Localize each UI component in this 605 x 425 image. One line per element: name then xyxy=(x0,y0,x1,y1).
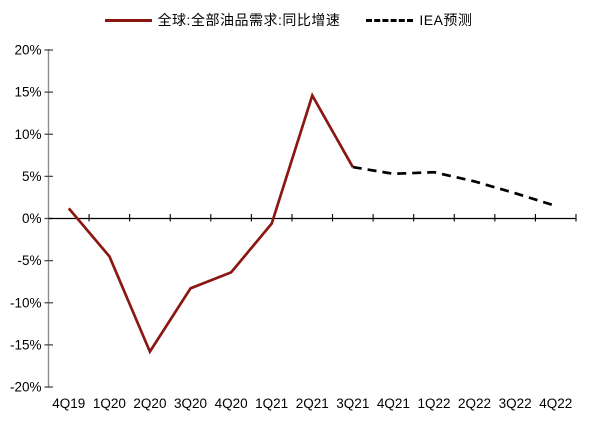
y-tick-label: 10% xyxy=(14,127,41,142)
x-tick-label: 4Q21 xyxy=(377,396,410,411)
x-tick-label: 4Q22 xyxy=(539,396,572,411)
x-tick-label: 4Q20 xyxy=(215,396,248,411)
solid-line-swatch-icon xyxy=(104,18,152,22)
y-tick-label: 0% xyxy=(22,211,42,226)
legend-label-actual: 全球:全部油品需求:同比增速 xyxy=(157,12,341,28)
x-tick-label: 2Q22 xyxy=(458,396,491,411)
x-tick-label: 4Q19 xyxy=(52,396,85,411)
y-tick-label: -5% xyxy=(17,253,41,268)
x-tick-label: 2Q20 xyxy=(133,396,166,411)
x-tick-label: 1Q21 xyxy=(255,396,288,411)
x-tick-label: 1Q20 xyxy=(93,396,126,411)
legend-label-forecast: IEA预测 xyxy=(419,12,473,28)
x-tick-label: 3Q22 xyxy=(499,396,532,411)
x-tick-label: 3Q20 xyxy=(174,396,207,411)
y-tick-label: 20% xyxy=(14,43,41,58)
legend-item-actual: 全球:全部油品需求:同比增速 xyxy=(104,10,341,30)
series-line-actual xyxy=(67,92,354,355)
legend-item-forecast: IEA预测 xyxy=(366,10,472,30)
x-tick-label: 2Q21 xyxy=(296,396,329,411)
series-line-forecast xyxy=(352,165,557,208)
x-tick-label: 1Q22 xyxy=(417,396,450,411)
chart-legend: 全球:全部油品需求:同比增速 IEA预测 xyxy=(0,8,591,32)
dashed-line-swatch-icon xyxy=(366,18,414,22)
y-tick-label: -20% xyxy=(10,380,42,395)
y-tick-label: 5% xyxy=(22,169,42,184)
x-tick-label: 3Q21 xyxy=(336,396,369,411)
y-tick-label: -10% xyxy=(10,295,42,310)
y-tick-label: 15% xyxy=(14,85,41,100)
y-tick-label: -15% xyxy=(10,337,42,352)
